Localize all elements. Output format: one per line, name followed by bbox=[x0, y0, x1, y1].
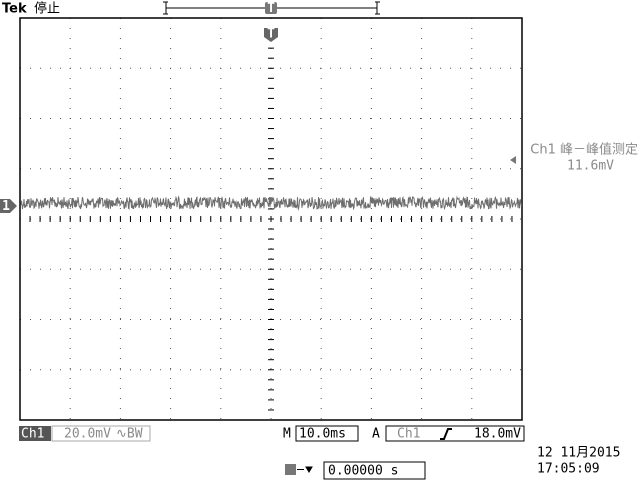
trigger-marker-top bbox=[264, 28, 278, 42]
measurement-label: Ch1 峰－峰值测定 bbox=[530, 142, 638, 158]
bandwidth: ∿BW bbox=[116, 427, 143, 442]
trigger-marker-label: T bbox=[267, 27, 275, 42]
scale: 20.0mV bbox=[64, 427, 111, 442]
channel: Ch1 bbox=[21, 427, 44, 442]
trigger-source: Ch1 bbox=[397, 427, 420, 442]
trigger-box bbox=[385, 425, 525, 442]
waveform-trace bbox=[20, 195, 522, 211]
trigger-level: 18.0mV bbox=[474, 427, 521, 442]
trigger-marker-label: T bbox=[267, 1, 275, 16]
channel-box bbox=[19, 426, 51, 441]
scale-box bbox=[51, 425, 151, 442]
trigger-mode: A bbox=[372, 427, 380, 442]
position-arrow bbox=[297, 466, 313, 473]
position: 0.00000 s bbox=[328, 464, 398, 479]
timebase: 10.0ms bbox=[299, 427, 346, 442]
time: 17:05:09 bbox=[537, 462, 600, 477]
graticule bbox=[19, 17, 522, 420]
brand: Tek bbox=[2, 2, 27, 17]
trigger-slope bbox=[440, 428, 452, 440]
trigger-pos-marker bbox=[265, 2, 277, 14]
timebase-box bbox=[295, 425, 359, 442]
graticule-border bbox=[19, 17, 523, 421]
position-marker bbox=[285, 464, 296, 475]
date: 12 11月2015 bbox=[537, 446, 620, 461]
measurement-value: 11.6mV bbox=[567, 159, 614, 174]
status: 停止 bbox=[34, 1, 60, 17]
measurement-arrow bbox=[510, 156, 516, 164]
position-box bbox=[323, 461, 426, 480]
channel-marker-label: 1 bbox=[2, 199, 10, 214]
channel-marker bbox=[0, 199, 17, 213]
timebase-prefix: M bbox=[283, 427, 291, 442]
